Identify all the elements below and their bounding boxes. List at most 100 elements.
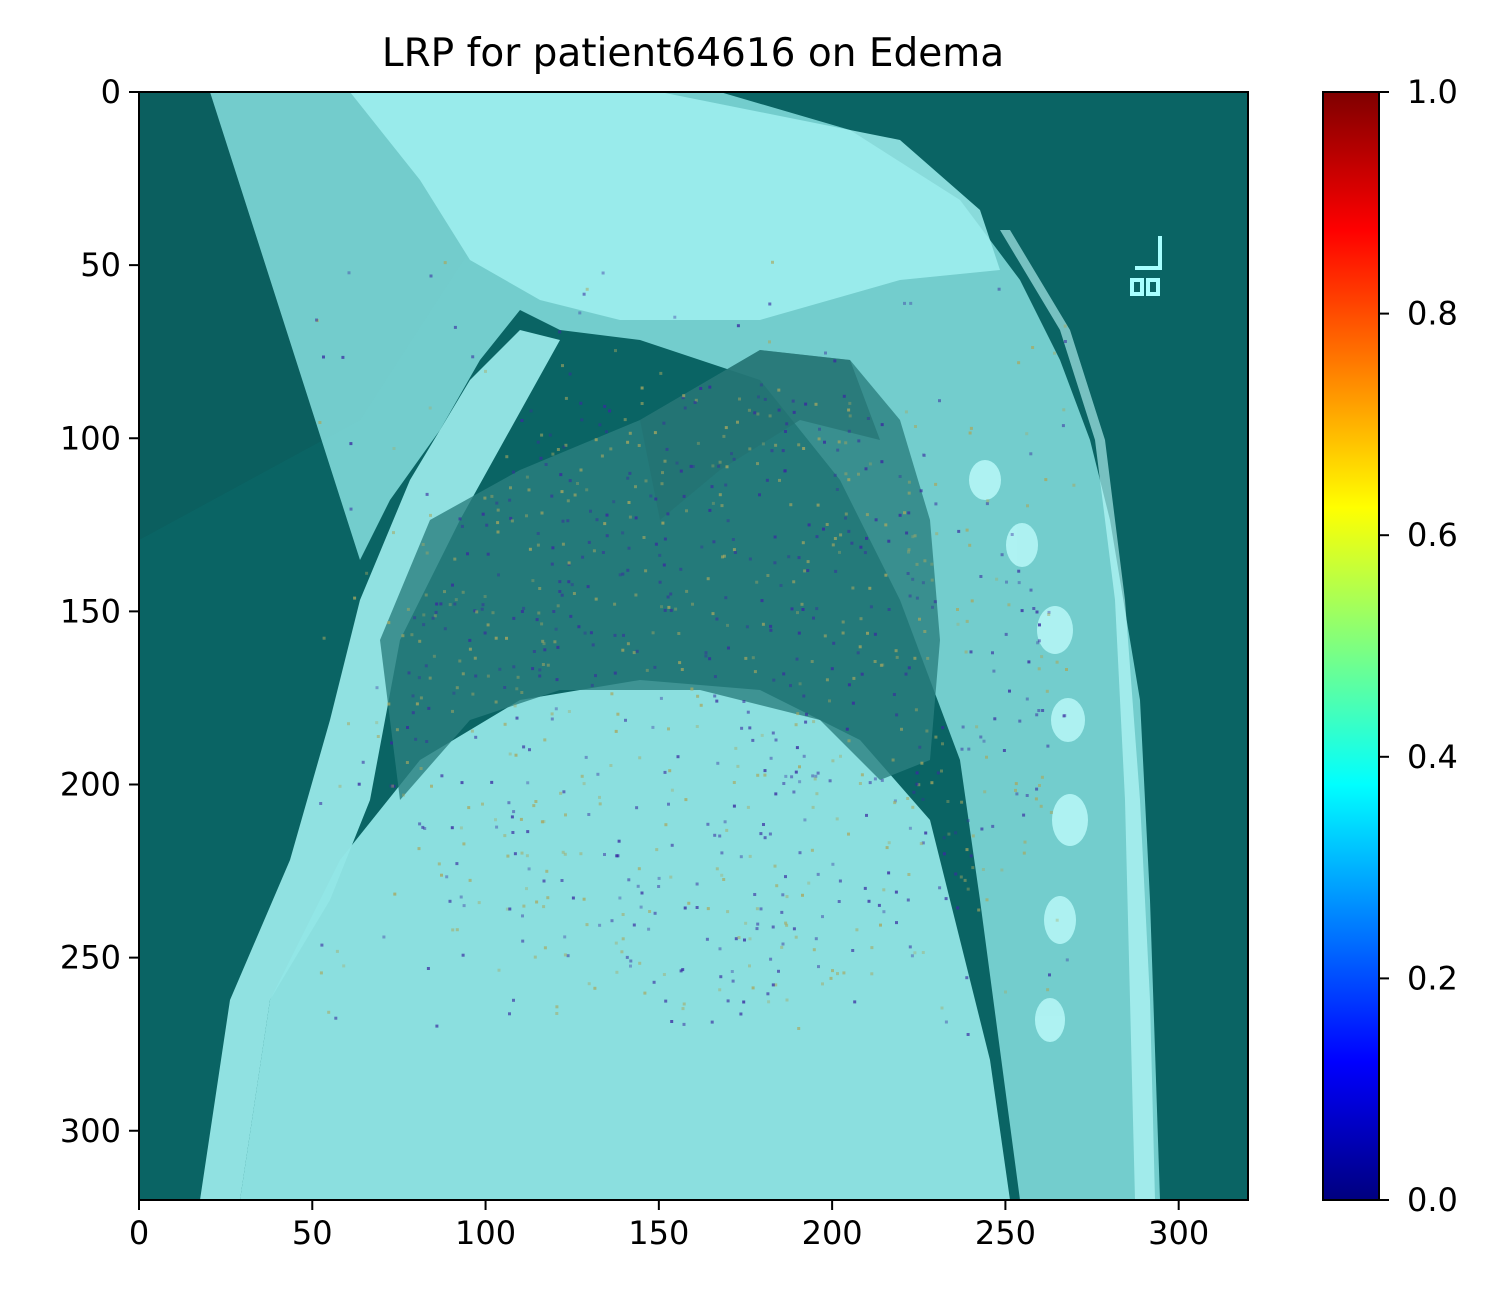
- relevance-speckle: [904, 410, 908, 414]
- relevance-speckle: [520, 419, 524, 422]
- relevance-speckle: [848, 401, 852, 405]
- relevance-speckle: [844, 516, 847, 520]
- relevance-speckle: [715, 699, 719, 703]
- relevance-speckle: [667, 727, 670, 731]
- relevance-speckle: [1015, 792, 1019, 796]
- relevance-speckle: [751, 738, 755, 742]
- relevance-speckle: [522, 606, 526, 610]
- relevance-speckle: [895, 713, 899, 717]
- relevance-speckle: [868, 462, 872, 466]
- relevance-speckle: [691, 602, 694, 606]
- relevance-speckle: [773, 561, 777, 565]
- relevance-speckle: [587, 540, 591, 544]
- relevance-speckle: [1017, 581, 1021, 585]
- relevance-speckle: [541, 663, 545, 666]
- relevance-speckle: [1022, 851, 1026, 855]
- relevance-speckle: [981, 868, 985, 871]
- relevance-speckle: [415, 702, 419, 706]
- relevance-speckle: [790, 607, 794, 611]
- relevance-speckle: [921, 581, 925, 585]
- relevance-speckle: [582, 782, 586, 786]
- relevance-speckle: [798, 851, 802, 855]
- relevance-speckle: [428, 676, 432, 680]
- relevance-speckle: [584, 755, 588, 759]
- relevance-speckle: [870, 972, 874, 976]
- relevance-speckle: [662, 973, 666, 976]
- relevance-speckle: [718, 493, 722, 497]
- relevance-speckle: [494, 818, 497, 822]
- relevance-speckle: [792, 790, 796, 794]
- relevance-speckle: [661, 471, 664, 475]
- colorbar-ticks: 0.0 0.2 0.4 0.6 0.8 1.0: [1379, 73, 1458, 1219]
- relevance-speckle: [414, 737, 418, 741]
- relevance-speckle: [644, 569, 648, 573]
- relevance-speckle: [563, 935, 567, 939]
- relevance-speckle: [892, 693, 896, 696]
- relevance-speckle: [678, 661, 682, 665]
- relevance-speckle: [844, 512, 848, 516]
- relevance-speckle: [425, 492, 429, 496]
- relevance-speckle: [983, 790, 987, 794]
- relevance-speckle: [868, 586, 872, 590]
- relevance-speckle: [315, 318, 318, 322]
- colorbar-frame: [1322, 91, 1380, 1201]
- relevance-speckle: [550, 712, 554, 716]
- relevance-speckle: [483, 631, 487, 635]
- relevance-speckle: [784, 921, 788, 925]
- relevance-speckle: [322, 636, 326, 640]
- relevance-speckle: [581, 555, 585, 559]
- relevance-speckle: [726, 999, 730, 1003]
- relevance-speckle: [771, 260, 774, 264]
- relevance-speckle: [437, 862, 441, 866]
- relevance-speckle: [833, 473, 837, 477]
- relevance-speckle: [863, 551, 867, 555]
- relevance-speckle: [935, 532, 939, 536]
- relevance-speckle: [484, 369, 487, 373]
- relevance-speckle: [543, 946, 547, 950]
- relevance-speckle: [1031, 346, 1035, 349]
- relevance-speckle: [969, 854, 973, 858]
- relevance-speckle: [410, 633, 414, 637]
- relevance-speckle: [451, 583, 454, 587]
- relevance-speckle: [494, 700, 498, 704]
- relevance-speckle: [424, 664, 428, 668]
- relevance-speckle: [839, 754, 842, 758]
- relevance-speckle: [771, 925, 775, 929]
- relevance-speckle: [954, 872, 958, 876]
- relevance-speckle: [1023, 840, 1027, 844]
- relevance-speckle: [923, 630, 927, 633]
- relevance-speckle: [887, 539, 891, 543]
- relevance-speckle: [509, 486, 512, 490]
- relevance-speckle: [912, 790, 916, 794]
- relevance-speckle: [585, 488, 589, 492]
- relevance-speckle: [649, 494, 653, 498]
- relevance-speckle: [842, 394, 846, 398]
- relevance-speckle: [859, 545, 863, 549]
- relevance-speckle: [930, 781, 934, 785]
- relevance-speckle: [419, 696, 423, 700]
- relevance-speckle: [795, 657, 799, 661]
- relevance-speckle: [541, 639, 545, 643]
- relevance-speckle: [768, 302, 772, 306]
- relevance-speckle: [766, 574, 770, 577]
- relevance-speckle: [666, 595, 670, 599]
- relevance-speckle: [682, 494, 686, 498]
- relevance-speckle: [1026, 504, 1029, 508]
- relevance-speckle: [613, 671, 617, 675]
- relevance-speckle: [662, 563, 666, 567]
- relevance-speckle: [725, 465, 729, 469]
- relevance-speckle: [390, 741, 393, 745]
- relevance-speckle: [585, 287, 589, 291]
- relevance-speckle: [756, 922, 760, 926]
- relevance-speckle: [966, 887, 970, 891]
- relevance-speckle: [618, 573, 622, 577]
- relevance-speckle: [516, 675, 520, 679]
- relevance-speckle: [1017, 361, 1021, 365]
- relevance-speckle: [695, 906, 699, 909]
- relevance-speckle: [785, 895, 789, 899]
- relevance-speckle: [569, 614, 573, 618]
- relevance-speckle: [782, 672, 786, 676]
- relevance-speckle: [1049, 811, 1053, 814]
- relevance-speckle: [874, 518, 878, 522]
- lung-upper: [640, 350, 880, 520]
